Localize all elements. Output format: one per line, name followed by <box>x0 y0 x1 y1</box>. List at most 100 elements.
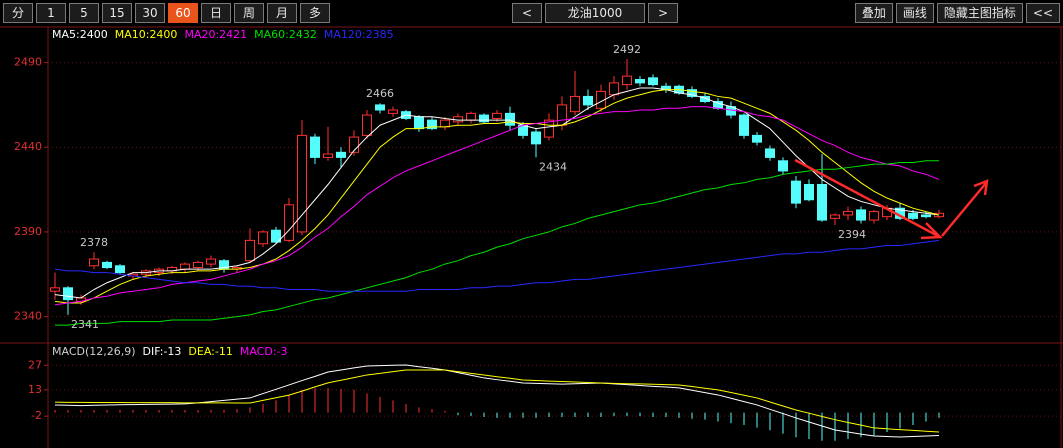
macd-panel: -2 13 27 MACD(12,26,9) DIF:-13 DEA:-11 MACD:-3 <box>28 345 1061 441</box>
prev-button[interactable]: < <box>512 3 542 23</box>
candle-body <box>648 77 658 86</box>
high-label: 2466 <box>366 87 394 100</box>
tool-button[interactable]: 隐藏主图指标 <box>936 3 1023 23</box>
candle-body <box>440 119 450 128</box>
candle-body <box>609 82 619 96</box>
candle-body <box>713 101 723 109</box>
candle-body <box>258 231 268 245</box>
period-button[interactable]: 1 <box>36 3 66 23</box>
tool-button[interactable]: << <box>1025 3 1060 23</box>
high-label: 2378 <box>80 236 108 249</box>
candle-body <box>492 112 502 119</box>
indicator-line <box>54 87 940 299</box>
period-button[interactable]: 15 <box>102 3 132 23</box>
legend-entry: MA20:2421 <box>184 28 247 41</box>
drawn-arrow <box>941 182 987 237</box>
candle-body <box>908 212 918 219</box>
candle-body <box>297 134 307 233</box>
legend-entry: MACD(12,26,9) <box>52 345 136 358</box>
period-button[interactable]: 周 <box>234 3 264 23</box>
candle-body <box>843 211 853 216</box>
candle-body <box>570 95 580 113</box>
legend-entry: DIF:-13 <box>143 345 182 358</box>
candle-body <box>362 114 372 136</box>
arrow-head <box>973 179 989 196</box>
tool-button[interactable]: 画线 <box>895 3 934 23</box>
period-bar: 分 1 5 15 30 60 日周月多 <box>3 3 330 23</box>
candle-body <box>739 114 749 136</box>
period-button[interactable]: 月 <box>267 3 297 23</box>
candle-body <box>89 258 99 267</box>
period-button[interactable]: 60 <box>168 3 198 23</box>
indicator-line <box>54 89 940 304</box>
indicator-line <box>54 369 940 433</box>
candle-body <box>856 209 866 221</box>
candle-body <box>193 261 203 268</box>
candle-body <box>791 180 801 204</box>
candle-body <box>115 265 125 274</box>
candle-body <box>349 136 359 153</box>
candle-body <box>414 116 424 130</box>
arrow-head <box>920 222 943 240</box>
legend-entry: MA60:2432 <box>254 28 317 41</box>
period-button[interactable]: 5 <box>69 3 99 23</box>
candle-body <box>778 160 788 172</box>
symbol-name[interactable]: 龙油1000 <box>545 3 645 23</box>
indicator-line <box>54 106 940 306</box>
y-tick-label: 2490 <box>14 56 42 69</box>
period-button[interactable]: 分 <box>3 3 33 23</box>
drawn-arrows <box>794 158 989 240</box>
symbol-bar: < 龙油1000 > <box>512 3 678 23</box>
candle-body <box>284 204 294 241</box>
candle-body <box>102 261 112 268</box>
candle-body <box>206 258 216 265</box>
period-button[interactable]: 30 <box>135 3 165 23</box>
candle-body <box>583 95 593 106</box>
candle-body <box>466 112 476 121</box>
period-button[interactable]: 日 <box>201 3 231 23</box>
candle-body <box>336 151 346 158</box>
candle-body <box>323 153 333 158</box>
candle-body <box>245 239 255 262</box>
period-button[interactable]: 多 <box>300 3 330 23</box>
candle-body <box>596 90 606 109</box>
candle-body <box>479 114 489 123</box>
low-label: 2394 <box>838 228 866 241</box>
tool-button[interactable]: 叠加 <box>854 3 893 23</box>
y-tick-label: 2340 <box>14 310 42 323</box>
candle-body <box>622 75 632 86</box>
candle-body <box>804 184 814 201</box>
y-tick-label: 27 <box>28 358 42 371</box>
candle-body <box>921 214 931 218</box>
candle-body <box>50 287 60 292</box>
candle-body <box>557 104 567 126</box>
candle-body <box>687 89 697 97</box>
low-label: 2341 <box>71 318 99 331</box>
candle-body <box>427 119 437 130</box>
legend-entry: MA5:2400 <box>52 28 108 41</box>
tool-bar: 叠加 画线 隐藏主图指标 << <box>854 3 1060 23</box>
candle-body <box>271 229 281 243</box>
candle-body <box>817 184 827 221</box>
y-tick-label: 2440 <box>14 140 42 153</box>
y-tick-label: 2390 <box>14 225 42 238</box>
candle-body <box>830 214 840 219</box>
drawn-arrow <box>794 158 939 238</box>
price-panel: 2340 2390 2440 2490 MA5:2400 MA10:2400 MA20:24… <box>14 28 1061 331</box>
candle-body <box>375 104 385 111</box>
legend-entry: MA10:2400 <box>115 28 178 41</box>
candle-body <box>700 95 710 103</box>
next-button[interactable]: > <box>648 3 678 23</box>
candle-body <box>752 134 762 143</box>
high-label: 2492 <box>613 43 641 56</box>
indicator-line <box>54 239 940 292</box>
candle-body <box>180 263 190 270</box>
candle-body <box>765 148 775 158</box>
candle-body <box>544 119 554 138</box>
candle-body <box>505 112 515 126</box>
candle-body <box>388 109 398 114</box>
legend-entry: DEA:-11 <box>188 345 232 358</box>
